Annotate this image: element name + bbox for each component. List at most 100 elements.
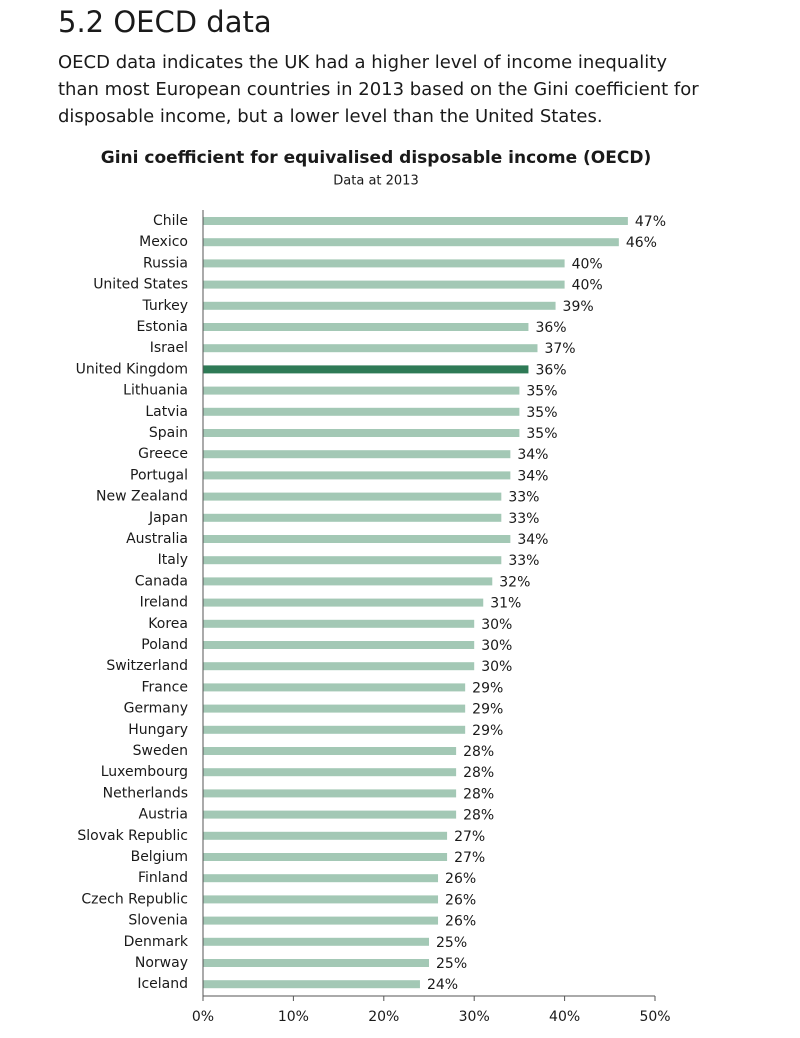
value-label: 29% — [472, 680, 503, 696]
category-label: Spain — [149, 425, 188, 441]
bar — [203, 429, 520, 437]
value-label: 28% — [463, 744, 494, 760]
category-label: Japan — [148, 510, 188, 526]
category-label: Germany — [124, 701, 188, 717]
bar — [203, 831, 448, 840]
bar — [203, 365, 529, 374]
category-label: Australia — [126, 531, 188, 547]
bar — [203, 853, 448, 861]
value-label: 37% — [544, 341, 575, 357]
category-label: Israel — [150, 340, 188, 356]
category-label: Sweden — [133, 743, 188, 759]
value-label: 33% — [508, 553, 539, 569]
bar — [203, 959, 429, 967]
paragraph-line: disposable income, but a lower level tha… — [58, 106, 603, 127]
category-label: Slovak Republic — [77, 828, 188, 844]
category-label: Turkey — [141, 298, 188, 314]
value-label: 29% — [472, 723, 503, 739]
category-label: Korea — [148, 616, 188, 632]
category-label: Latvia — [145, 404, 188, 420]
value-label: 32% — [499, 574, 530, 590]
value-label: 26% — [445, 871, 476, 887]
bar — [203, 768, 457, 777]
bar — [203, 344, 538, 353]
category-label: Denmark — [124, 934, 189, 950]
heading: 5.2 OECD data — [58, 5, 272, 39]
category-label: Italy — [158, 552, 188, 568]
category-label: Greece — [138, 446, 188, 462]
category-label: New Zealand — [96, 489, 188, 505]
value-label: 34% — [517, 468, 548, 484]
value-label: 25% — [436, 956, 467, 972]
category-label: Ireland — [140, 595, 188, 611]
category-label: Slovenia — [128, 913, 188, 929]
value-label: 35% — [526, 384, 557, 400]
bar — [203, 916, 439, 925]
value-label: 40% — [572, 278, 603, 294]
bar — [203, 747, 457, 755]
bar — [203, 683, 466, 692]
bar — [203, 619, 475, 628]
value-label: 30% — [481, 659, 512, 675]
value-label: 34% — [517, 532, 548, 548]
value-label: 25% — [436, 935, 467, 951]
category-label: Luxembourg — [101, 764, 188, 780]
value-label: 27% — [454, 829, 485, 845]
bar — [203, 641, 475, 649]
bar — [203, 238, 619, 247]
value-label: 39% — [563, 299, 594, 315]
category-label: Iceland — [137, 976, 188, 992]
value-label: 29% — [472, 702, 503, 718]
bar — [203, 598, 484, 607]
category-label: Norway — [135, 955, 188, 971]
bar — [203, 874, 439, 883]
bar — [203, 577, 493, 586]
bar — [203, 937, 429, 946]
category-label: Portugal — [130, 467, 188, 483]
bar — [203, 662, 475, 671]
category-label: Estonia — [136, 319, 188, 335]
category-label: Austria — [139, 807, 188, 823]
bar — [203, 301, 556, 310]
bar — [203, 259, 565, 268]
paragraph-line: than most European countries in 2013 bas… — [58, 79, 699, 100]
category-label: Finland — [138, 870, 188, 886]
bar — [203, 535, 511, 543]
bar — [203, 492, 502, 501]
value-label: 35% — [526, 405, 557, 421]
category-label: Netherlands — [103, 785, 188, 801]
bar — [203, 323, 529, 331]
bar — [203, 450, 511, 459]
x-tick-label: 0% — [192, 1009, 214, 1025]
category-label: Chile — [153, 213, 188, 229]
value-label: 33% — [508, 511, 539, 527]
chart-title: Gini coefficient for equivalised disposa… — [101, 148, 651, 168]
category-label: Belgium — [131, 849, 188, 865]
bar — [203, 556, 502, 565]
bar — [203, 789, 457, 798]
chart-subtitle: Data at 2013 — [333, 174, 418, 189]
category-label: United Kingdom — [76, 361, 188, 377]
value-label: 28% — [463, 808, 494, 824]
category-label: Poland — [141, 637, 188, 653]
value-label: 34% — [517, 447, 548, 463]
category-label: Lithuania — [123, 383, 188, 399]
value-label: 24% — [427, 977, 458, 993]
x-tick-label: 40% — [549, 1009, 580, 1025]
bar — [203, 471, 511, 480]
value-label: 36% — [535, 362, 566, 378]
bar — [203, 217, 628, 225]
category-label: France — [141, 679, 188, 695]
category-label: Canada — [135, 573, 188, 589]
value-label: 30% — [481, 617, 512, 633]
bar — [203, 704, 466, 713]
category-label: Switzerland — [106, 658, 188, 674]
bar — [203, 725, 466, 734]
value-label: 26% — [445, 914, 476, 930]
x-tick-label: 10% — [278, 1009, 309, 1025]
value-label: 31% — [490, 596, 521, 612]
bar — [203, 810, 457, 819]
value-label: 47% — [635, 214, 666, 230]
category-label: Russia — [143, 255, 188, 271]
